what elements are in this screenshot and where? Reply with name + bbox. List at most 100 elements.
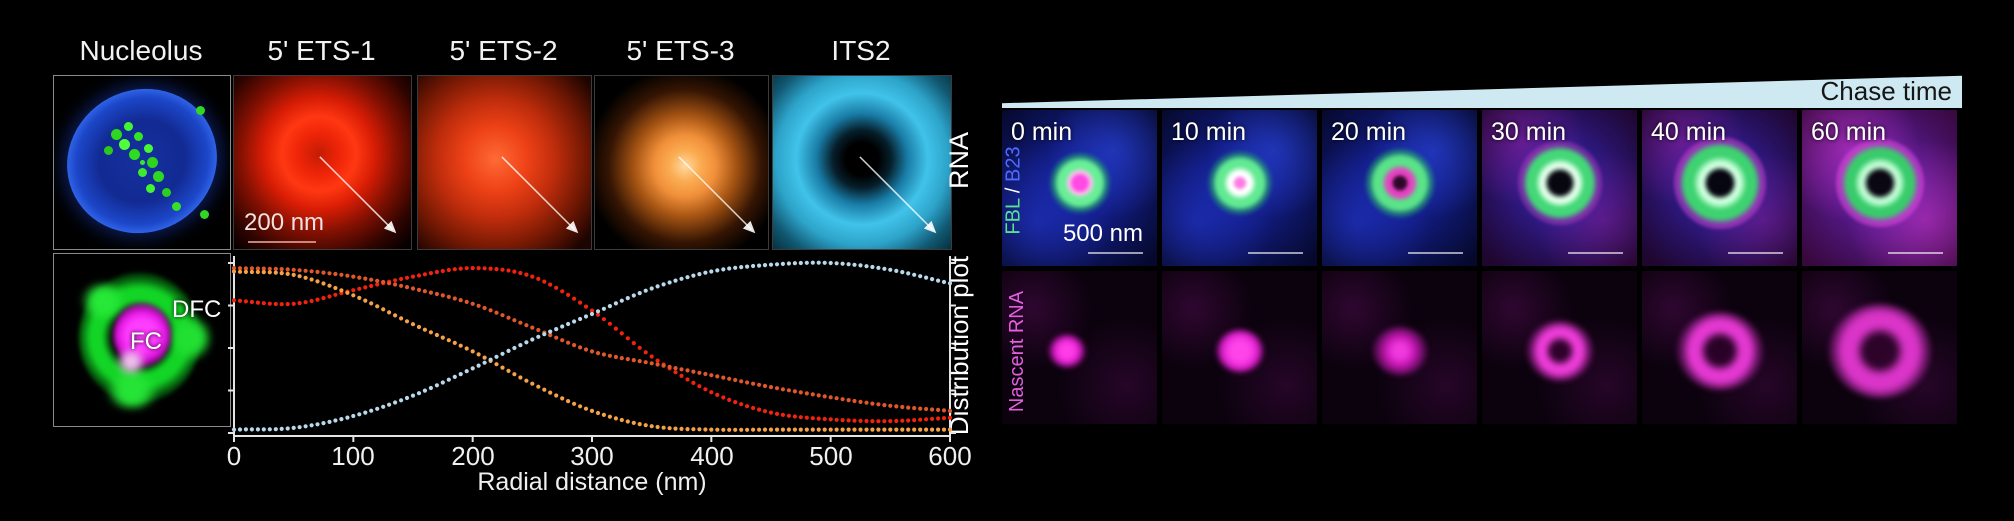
xtick-100: 100 (331, 441, 375, 471)
curve-dot (637, 291, 642, 296)
curve-dot (363, 276, 368, 281)
curve-dot (947, 427, 953, 432)
curve-dot (506, 268, 511, 273)
curve-dot (697, 370, 702, 375)
curve-dot (858, 427, 863, 432)
curve-dot (494, 362, 499, 367)
curve-dot (703, 427, 708, 432)
curve-dot (655, 424, 660, 430)
curve-dot (924, 417, 929, 422)
scale-bar-500nm-label: 500 nm (1062, 220, 1143, 247)
curve-dot (440, 268, 445, 274)
curve-dot (721, 395, 726, 400)
curve-dot (470, 266, 475, 271)
curve-dot (267, 427, 272, 432)
curve-dot (387, 402, 392, 407)
curve-dot (649, 361, 654, 366)
curve-dot (691, 369, 696, 374)
curve-dot (249, 269, 254, 275)
fc-white-overlap (118, 350, 144, 374)
curve-dot (434, 383, 439, 388)
curve-dot (751, 263, 756, 269)
curve-dot (375, 278, 380, 283)
curve-dot (852, 418, 857, 423)
curve-dot (679, 276, 684, 281)
curve-dot (357, 412, 362, 417)
curve-dot (655, 284, 660, 289)
curve-dot (446, 338, 451, 343)
curve-dot (888, 419, 893, 424)
curve-dot (476, 363, 481, 368)
curve-dot (733, 265, 738, 270)
curve-dot (422, 388, 427, 393)
distribution-plot (228, 256, 956, 442)
curve-dot (900, 270, 905, 275)
curve-dot (822, 427, 827, 432)
curve-dot (745, 427, 750, 432)
curve-dot (691, 380, 696, 385)
curve-dot (619, 298, 624, 303)
curve-dot (715, 374, 720, 379)
curve-dot (524, 378, 529, 383)
curve-dot (834, 417, 839, 422)
curve-dot (237, 298, 243, 303)
curve-dot (762, 409, 768, 414)
curve-dot (327, 271, 332, 276)
curve-dot (912, 272, 917, 277)
curve-dot (381, 279, 386, 285)
curve-dot (297, 274, 302, 279)
curve-dot (285, 426, 290, 431)
curve-dot (482, 266, 487, 271)
curve-dot (548, 329, 553, 334)
curve-dot (667, 280, 672, 285)
scale-bar-line (1568, 252, 1623, 254)
xtick-300: 300 (570, 441, 614, 471)
curve-dot (697, 272, 702, 277)
curve-dot (930, 416, 935, 421)
curve-dot (327, 294, 332, 299)
nascent-rna-ring (1526, 320, 1593, 381)
curve-dot (387, 310, 392, 315)
curve-dot (643, 288, 648, 293)
curve-dot (918, 406, 923, 411)
curve-dot (476, 303, 481, 308)
curve-dot (589, 349, 595, 354)
curve-dot (399, 398, 404, 403)
curve-dot (530, 381, 535, 386)
curve-dot (303, 424, 308, 429)
curve-dot (739, 265, 744, 270)
curve-dot (810, 260, 815, 265)
curve-dot (941, 416, 947, 421)
curve-dot (703, 387, 708, 392)
curve-dot (619, 331, 624, 336)
curve-dot (428, 290, 433, 295)
curve-dot (482, 355, 487, 360)
curve-dot (786, 388, 792, 393)
curve-dot (816, 393, 821, 398)
chase-time-wedge: Chase time (1002, 75, 1962, 108)
curve-dot (416, 287, 422, 292)
curve-dot (792, 389, 798, 394)
x-axis-title: Radial distance (nm) (477, 468, 707, 496)
curve-dot (506, 348, 511, 353)
curve-dot (434, 332, 439, 338)
curve-dot (643, 360, 648, 365)
curve-dot (679, 367, 684, 372)
curve-dot (947, 408, 953, 413)
curve-dot (470, 366, 475, 371)
curve-dot (810, 416, 815, 421)
curve-dot (434, 291, 439, 297)
curve-dot (631, 420, 636, 425)
curve-dot (291, 301, 296, 306)
curve-dot (404, 275, 410, 280)
fbl-b23-row-label: FBL / B23 (988, 120, 1040, 260)
fbl-label: FBL (1002, 198, 1025, 235)
curve-dot (709, 373, 714, 378)
curve-dot (601, 412, 606, 417)
curve-dot (918, 274, 923, 279)
curve-dot (273, 301, 278, 307)
panel-title-5ets2: 5' ETS-2 (449, 35, 558, 66)
curve-dot (530, 325, 535, 330)
fbl-ring (1835, 139, 1924, 228)
